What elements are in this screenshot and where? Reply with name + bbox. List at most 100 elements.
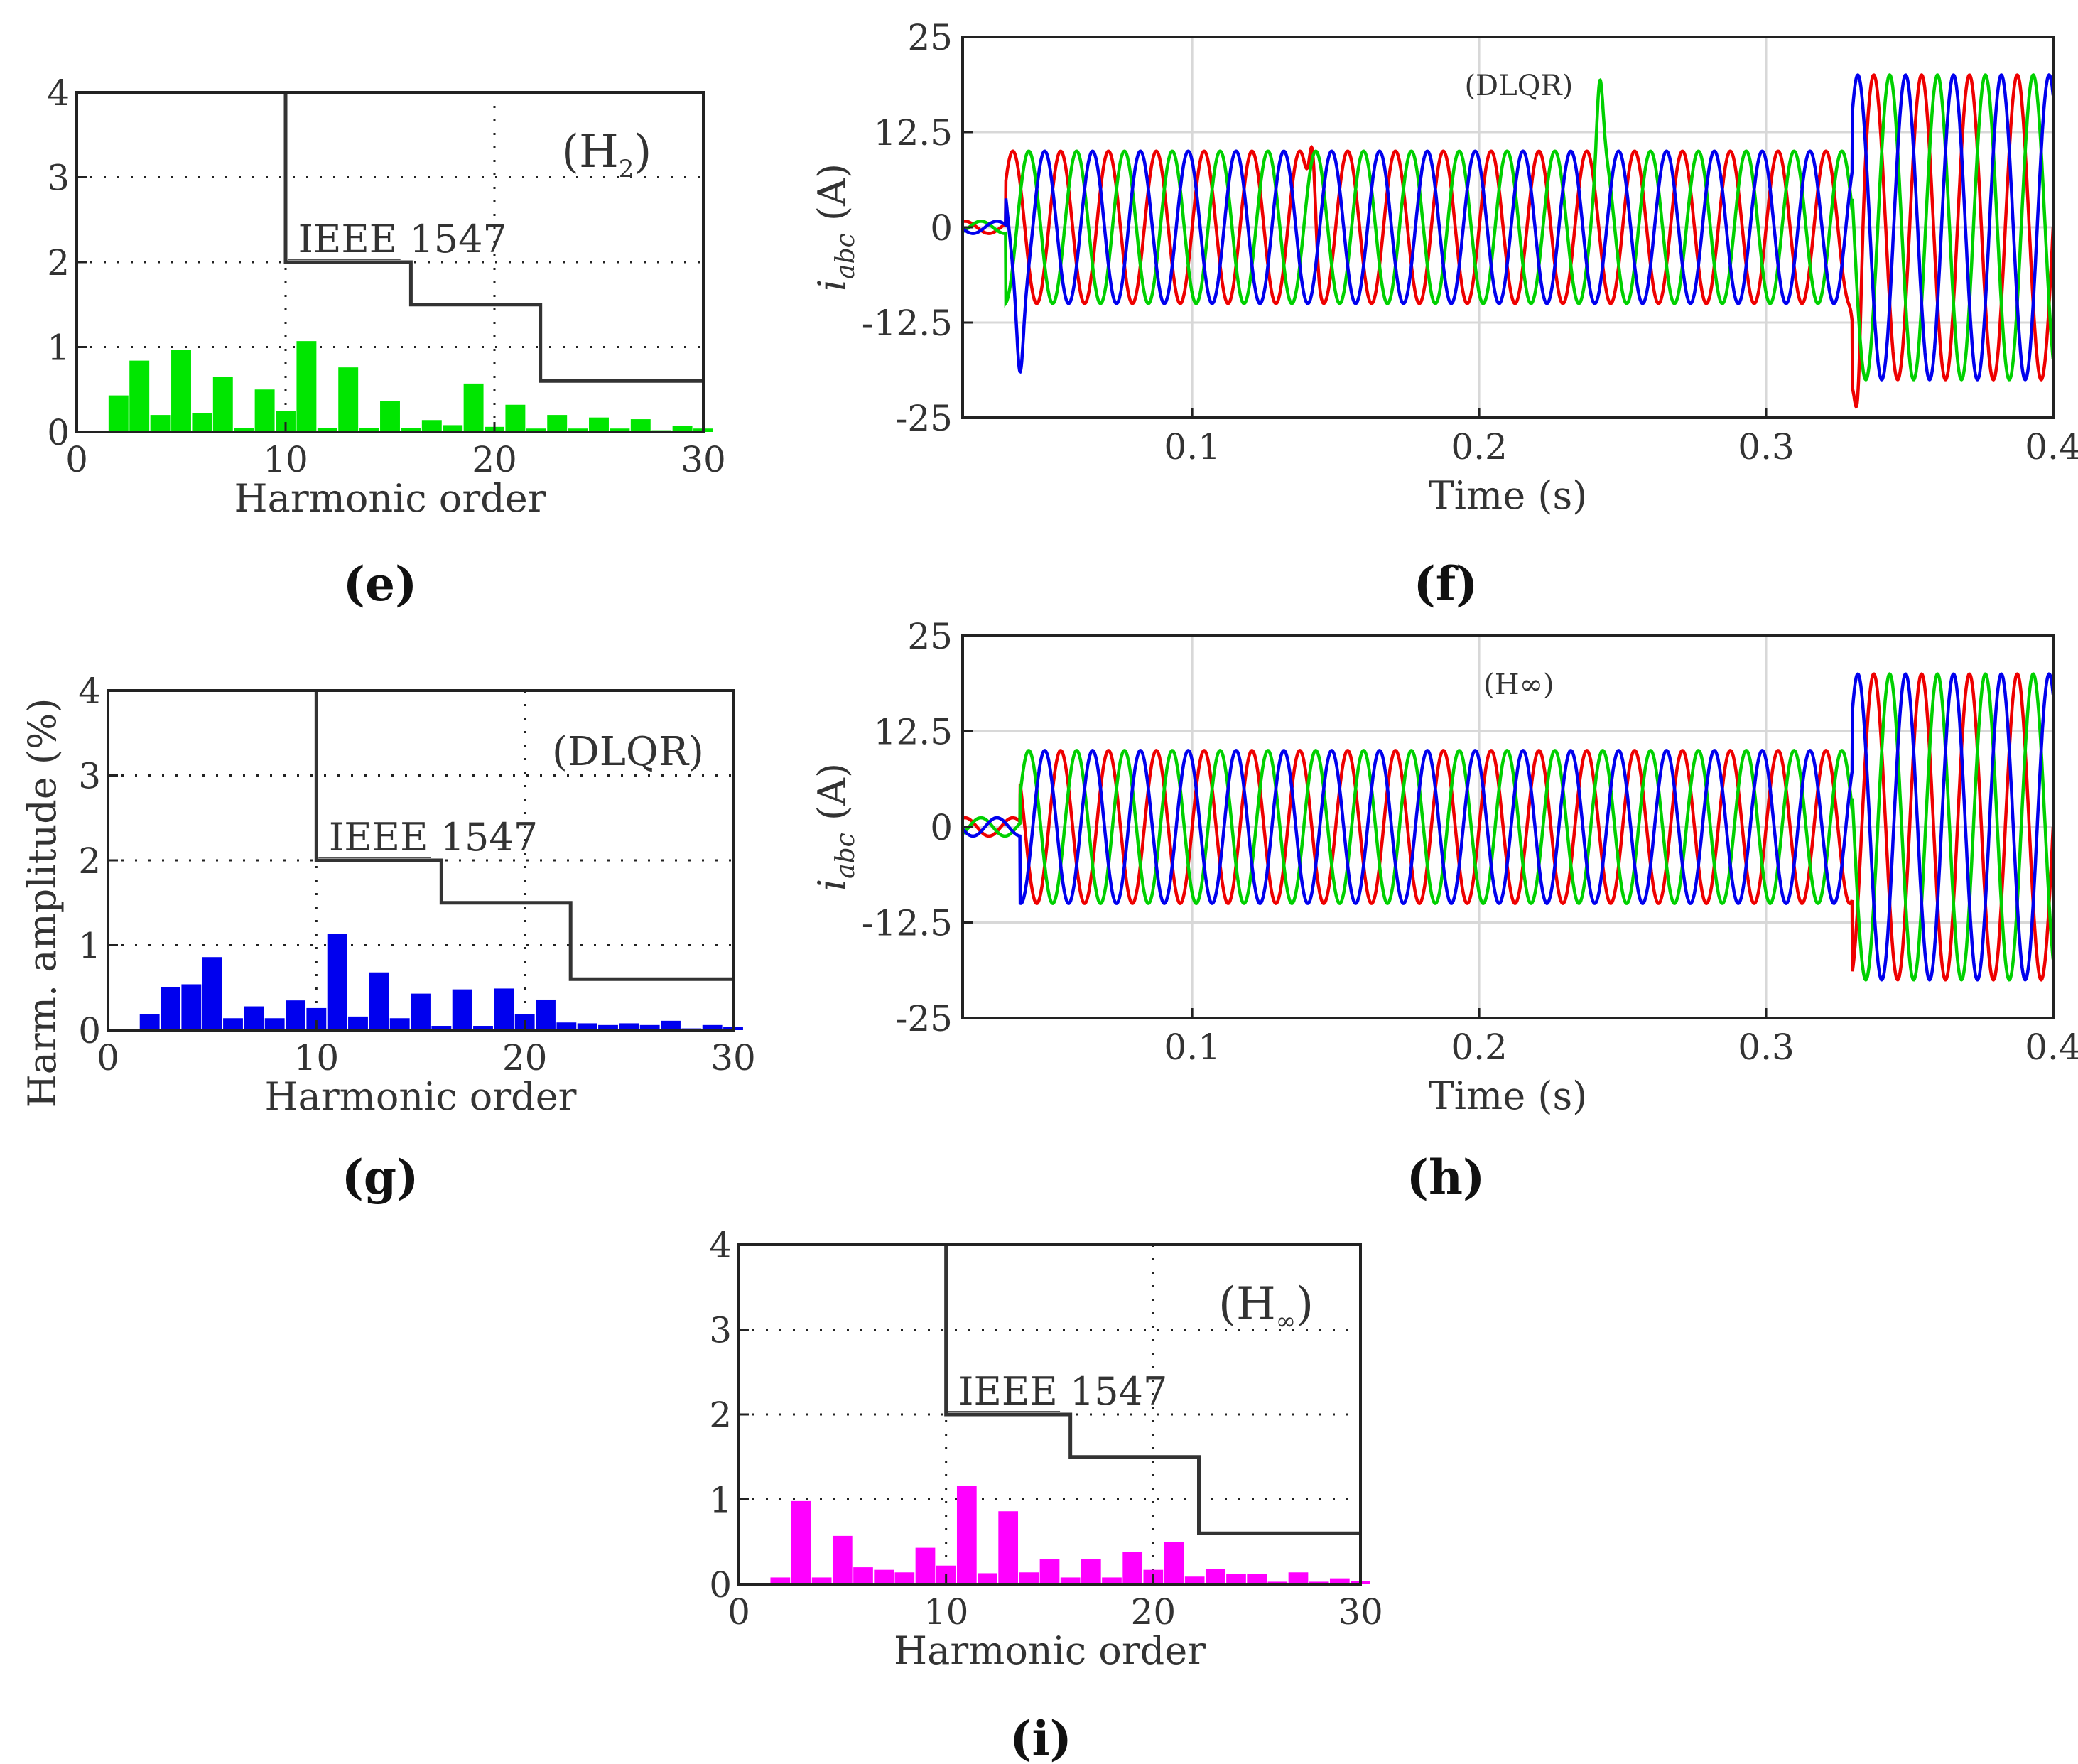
ytick-label: 0 [78, 1010, 101, 1051]
series-phase-c [963, 672, 2053, 982]
bar-h2 [770, 1577, 791, 1584]
xtick-label: 10 [924, 1591, 969, 1633]
caption-i: (i) [1010, 1711, 1072, 1764]
controller-annotation: (DLQR) [552, 729, 704, 775]
xtick-label: 0.1 [1164, 1027, 1221, 1068]
bar-h29 [672, 426, 693, 432]
ytick-label: -25 [895, 398, 953, 439]
ytick-label: -12.5 [862, 903, 953, 944]
controller-annotation: (DLQR) [1464, 70, 1573, 102]
controller-annotation: (H2) [561, 126, 651, 183]
ytick-label: 4 [78, 671, 101, 712]
ytick-label: 1 [78, 926, 101, 967]
xtick-label: 10 [263, 439, 308, 480]
ytick-label: 1 [47, 328, 70, 369]
bar-h14 [389, 1018, 410, 1030]
xtick-label: 20 [1131, 1591, 1176, 1633]
bar-h7 [244, 1006, 264, 1030]
bar-h9 [254, 389, 275, 432]
bar-h23 [547, 415, 568, 432]
bar-h19 [494, 988, 514, 1030]
xtick-label: 30 [1338, 1591, 1383, 1633]
bar-h17 [1081, 1559, 1101, 1584]
caption-f: (f) [1414, 556, 1478, 612]
bar-h27 [661, 1020, 681, 1030]
bar-h24 [598, 1024, 618, 1030]
ytick-label: 0 [930, 207, 953, 249]
bar-h9 [286, 1000, 305, 1030]
xtick-label: 0 [97, 1037, 119, 1078]
ytick-label: -12.5 [862, 303, 953, 344]
x-axis-title: Harmonic order [894, 1628, 1206, 1673]
x-axis-title: Time (s) [1429, 1073, 1587, 1118]
bar-h15 [411, 993, 431, 1030]
xtick-label: 30 [681, 439, 726, 480]
bar-h5 [202, 957, 222, 1030]
caption-h: (h) [1407, 1149, 1485, 1205]
ieee-limit-line [314, 691, 733, 981]
bar-h3 [129, 360, 150, 432]
ieee-limit-line [283, 92, 703, 383]
ytick-label: 2 [78, 840, 101, 882]
ytick-label: 0 [930, 807, 953, 848]
ytick-label: 25 [907, 17, 953, 58]
bar-h6 [192, 413, 212, 432]
caption-e: (e) [343, 556, 417, 612]
xtick-label: 10 [294, 1037, 340, 1078]
ytick-label: 3 [47, 158, 70, 199]
bar-h3 [161, 987, 180, 1030]
bar-h16 [401, 428, 421, 432]
bar-h25 [619, 1023, 639, 1030]
bar-h29 [1329, 1578, 1350, 1584]
bar-h11 [956, 1486, 977, 1584]
bar-h13 [998, 1511, 1019, 1584]
bar-h6 [853, 1567, 873, 1584]
bar-h19 [463, 383, 484, 432]
bar-h19 [1122, 1552, 1143, 1584]
bar-h18 [473, 1026, 493, 1030]
bar-h12 [348, 1016, 368, 1030]
ieee-limit-label: IEEE 1547 [329, 815, 538, 860]
chart-e: 0 1 2 3 4 0 10 20 30 Harmonic order IEEE 1547 (H2) [47, 72, 726, 521]
bar-h11 [296, 341, 317, 432]
x-axis-title: Time (s) [1429, 473, 1587, 518]
ytick-label: 1 [709, 1480, 732, 1521]
ytick-label: 0 [47, 412, 70, 453]
series-phase-c [963, 73, 2053, 382]
ytick-label: 3 [709, 1310, 732, 1351]
bar-h25 [589, 417, 609, 432]
xtick-label: 0.4 [2025, 1027, 2078, 1068]
ytick-label: 3 [78, 756, 101, 797]
bar-h14 [359, 428, 379, 432]
x-axis-title: Harmonic order [265, 1074, 577, 1119]
controller-annotation: (H∞) [1218, 1278, 1314, 1336]
bar-h18 [1102, 1577, 1122, 1584]
bar-h12 [978, 1573, 997, 1584]
bar-h17 [421, 420, 442, 432]
xtick-label: 0.3 [1738, 426, 1795, 467]
ytick-label: 12.5 [874, 112, 953, 153]
bar-h5 [832, 1535, 853, 1584]
bar-h17 [452, 989, 472, 1030]
bar-h13 [338, 367, 359, 432]
bar-h29 [702, 1024, 723, 1030]
bar-h21 [1164, 1542, 1184, 1584]
x-axis-title: Harmonic order [234, 476, 546, 521]
bar-h8 [264, 1018, 285, 1030]
bar-h6 [223, 1018, 243, 1030]
xtick-label: 0.2 [1451, 426, 1508, 467]
bar-h23 [1205, 1569, 1225, 1584]
chart-i: 0 1 2 3 4 0 10 20 30 Harmonic order IEEE 1547 (H∞) [709, 1225, 1383, 1673]
bar-h22 [556, 1022, 577, 1030]
xtick-label: 0 [65, 439, 88, 480]
xtick-label: 0.2 [1451, 1027, 1508, 1068]
bar-h22 [526, 428, 546, 432]
bar-h2 [108, 395, 129, 432]
chart-g: 0 1 2 3 4 0 10 20 30 Harmonic order Harm. amplitud… [20, 671, 756, 1119]
bar-h4 [181, 984, 202, 1030]
ytick-label: 25 [907, 616, 953, 657]
ytick-label: 2 [709, 1395, 732, 1436]
series-phase-b [963, 672, 2053, 982]
ytick-label: 12.5 [874, 712, 953, 753]
ieee-limit-line [944, 1245, 1360, 1535]
